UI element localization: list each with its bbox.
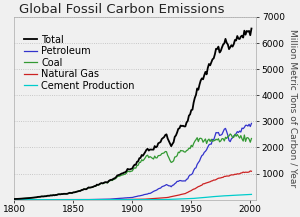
Coal <box>250 137 253 140</box>
Coal <box>73 191 76 194</box>
Total <box>244 33 247 36</box>
Line: Cement Production: Cement Production <box>14 194 251 200</box>
Total <box>136 160 140 163</box>
Text: Global Fossil Carbon Emissions: Global Fossil Carbon Emissions <box>19 3 225 16</box>
Cement Production <box>250 193 253 196</box>
Natural Gas <box>13 198 16 201</box>
Cement Production <box>155 198 159 201</box>
Cement Production <box>136 198 140 201</box>
Cement Production <box>73 198 76 201</box>
Coal <box>13 198 16 200</box>
Y-axis label: Million Metric Tons of Carbon / Year: Million Metric Tons of Carbon / Year <box>288 29 297 187</box>
Legend: Total, Petroleum, Coal, Natural Gas, Cement Production: Total, Petroleum, Coal, Natural Gas, Cem… <box>22 33 136 92</box>
Petroleum <box>136 195 140 197</box>
Total <box>155 145 159 148</box>
Cement Production <box>208 196 212 198</box>
Cement Production <box>244 193 247 196</box>
Cement Production <box>13 198 16 201</box>
Coal <box>129 170 133 173</box>
Line: Petroleum: Petroleum <box>14 123 251 200</box>
Total <box>250 27 253 30</box>
Total <box>208 64 212 67</box>
Coal <box>155 156 159 159</box>
Natural Gas <box>250 170 253 173</box>
Cement Production <box>129 198 133 201</box>
Coal <box>245 136 248 139</box>
Natural Gas <box>73 198 76 201</box>
Coal <box>208 140 212 143</box>
Total <box>13 198 16 200</box>
Total <box>129 168 133 170</box>
Petroleum <box>155 189 159 191</box>
Natural Gas <box>129 198 133 201</box>
Natural Gas <box>244 171 247 173</box>
Coal <box>228 133 232 135</box>
Natural Gas <box>248 170 252 172</box>
Natural Gas <box>136 198 140 201</box>
Petroleum <box>129 196 133 199</box>
Petroleum <box>208 143 212 145</box>
Natural Gas <box>155 197 159 200</box>
Natural Gas <box>208 180 212 183</box>
Line: Coal: Coal <box>14 134 251 199</box>
Line: Natural Gas: Natural Gas <box>14 171 251 200</box>
Petroleum <box>250 122 253 125</box>
Line: Total: Total <box>14 29 251 199</box>
Coal <box>136 164 140 167</box>
Petroleum <box>244 124 247 127</box>
Petroleum <box>13 198 16 201</box>
Petroleum <box>73 198 76 201</box>
Total <box>73 191 76 194</box>
